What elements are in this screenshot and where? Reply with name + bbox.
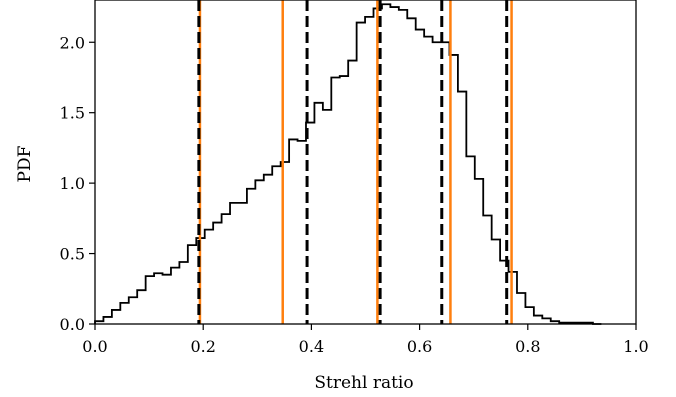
plot-area <box>95 4 601 324</box>
axes-frame <box>95 0 636 324</box>
x-tick-label: 0.6 <box>407 337 432 356</box>
axes: 0.0 0.2 0.4 0.6 0.8 1.0 0.0 0.5 1.0 1.5 2.0 <box>60 0 649 356</box>
reference-lines <box>199 0 512 324</box>
x-tick-label: 1.0 <box>623 337 648 356</box>
x-tick-label: 0.0 <box>82 337 107 356</box>
y-tick-label: 1.5 <box>60 104 85 123</box>
y-tick-label: 2.0 <box>60 33 85 52</box>
x-tick-label: 0.2 <box>190 337 215 356</box>
x-tick-label: 0.4 <box>299 337 324 356</box>
y-tick-label: 0.0 <box>60 315 85 334</box>
x-axis-label: Strehl ratio <box>314 373 413 393</box>
x-tick-label: 0.8 <box>515 337 540 356</box>
histogram-step-line <box>95 4 601 324</box>
y-tick-label: 0.5 <box>60 245 85 264</box>
y-axis-label: PDF <box>15 145 35 182</box>
y-tick-label: 1.0 <box>60 174 85 193</box>
